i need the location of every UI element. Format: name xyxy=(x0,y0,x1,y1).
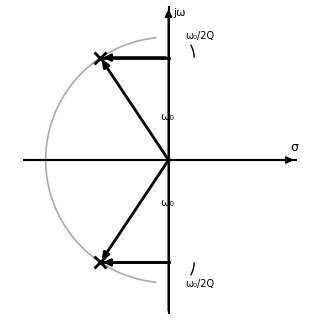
Text: ω₀/2Q: ω₀/2Q xyxy=(186,30,215,41)
Text: ω₀: ω₀ xyxy=(160,198,174,208)
Text: σ: σ xyxy=(290,141,298,154)
Text: ω₀/2Q: ω₀/2Q xyxy=(186,279,215,290)
Text: ω₀: ω₀ xyxy=(160,112,174,122)
Text: jω: jω xyxy=(174,8,186,18)
